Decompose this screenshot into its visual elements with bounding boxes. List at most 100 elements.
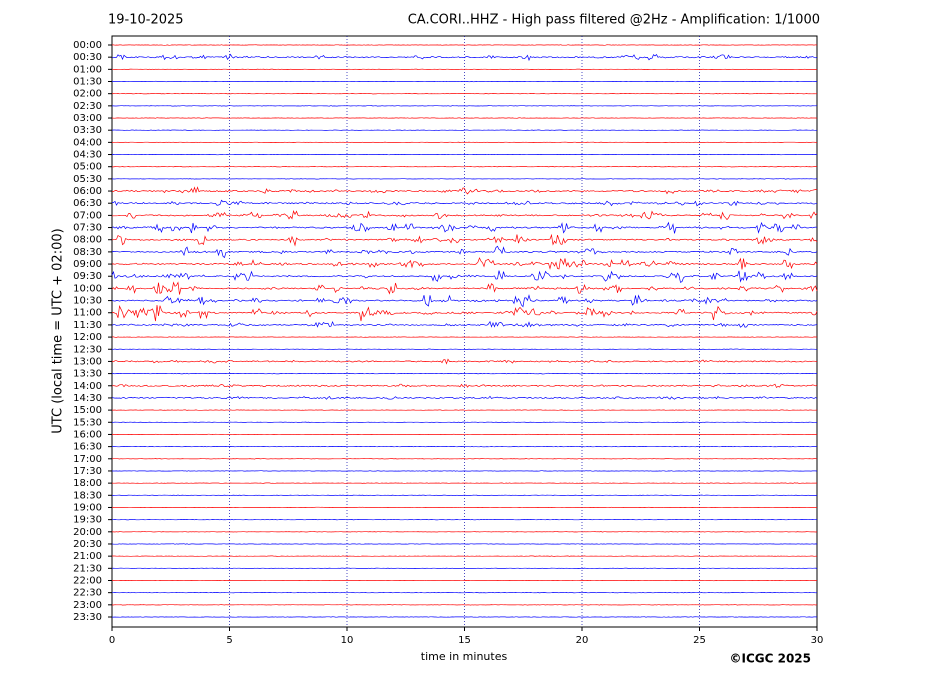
trace: [111, 53, 818, 62]
y-tick-label: 12:30: [73, 344, 102, 355]
trace: [111, 186, 818, 195]
trace: [111, 421, 818, 423]
trace: [111, 209, 818, 221]
y-tick-label: 16:00: [73, 429, 102, 440]
trace: [111, 270, 818, 283]
y-tick-label: 23:30: [73, 612, 102, 623]
y-tick-label: 20:30: [73, 539, 102, 550]
y-tick-label: 12:00: [73, 332, 102, 343]
y-tick-label: 03:00: [73, 113, 102, 124]
trace: [111, 433, 818, 436]
trace: [111, 531, 818, 533]
y-tick-label: 18:30: [73, 490, 102, 501]
trace: [111, 153, 818, 156]
x-tick-label: 15: [458, 635, 471, 646]
x-axis-label: time in minutes: [421, 650, 508, 663]
y-tick-label: 16:30: [73, 442, 102, 453]
y-tick-label: 22:00: [73, 575, 102, 586]
trace: [112, 579, 818, 582]
trace: [111, 604, 818, 606]
y-tick-label: 04:00: [73, 137, 102, 148]
x-tick-label: 5: [226, 635, 232, 646]
x-tick-label: 10: [341, 635, 354, 646]
trace: [111, 44, 818, 46]
trace: [111, 358, 818, 365]
y-tick-label: 02:30: [73, 101, 102, 112]
y-tick-label: 17:30: [73, 466, 102, 477]
y-tick-label: 01:30: [73, 77, 102, 88]
trace: [112, 470, 818, 472]
trace: [112, 80, 818, 83]
y-tick-label: 22:30: [73, 588, 102, 599]
trace: [112, 68, 818, 70]
trace: [112, 494, 817, 496]
y-tick-label: 05:00: [73, 162, 102, 173]
y-tick-label: 21:30: [73, 563, 102, 574]
trace: [111, 221, 818, 234]
y-tick-label: 05:30: [73, 174, 102, 185]
y-tick-label: 11:00: [73, 308, 102, 319]
date: 19-10-2025: [108, 13, 184, 28]
y-tick-label: 07:00: [73, 210, 102, 221]
y-tick-label: 21:00: [73, 551, 102, 562]
trace: [111, 233, 818, 247]
trace: [112, 555, 818, 557]
trace: [111, 199, 817, 207]
y-tick-label: 20:00: [73, 527, 102, 538]
trace: [111, 395, 818, 400]
trace: [112, 616, 818, 618]
y-tick-label: 08:30: [73, 247, 102, 258]
y-tick-label: 13:00: [73, 356, 102, 367]
y-tick-label: 19:30: [73, 515, 102, 526]
trace: [112, 446, 818, 448]
y-tick-label: 15:00: [73, 405, 102, 416]
y-tick-label: 08:00: [73, 235, 102, 246]
y-tick-label: 11:30: [73, 320, 102, 331]
trace: [111, 117, 818, 119]
trace: [111, 93, 818, 95]
trace: [111, 482, 818, 484]
x-tick-label: 25: [693, 635, 706, 646]
x-tick-label: 20: [576, 635, 589, 646]
y-tick-label: 14:00: [73, 381, 102, 392]
y-tick-label: 02:00: [73, 89, 102, 100]
trace: [111, 458, 818, 460]
trace: [111, 294, 818, 308]
credit: ©ICGC 2025: [729, 652, 811, 666]
y-tick-label: 14:30: [73, 393, 102, 404]
trace: [111, 383, 818, 389]
trace: [111, 543, 818, 545]
y-tick-label: 07:30: [73, 223, 102, 234]
trace: [112, 105, 818, 107]
y-tick-label: 06:00: [73, 186, 102, 197]
trace: [112, 166, 818, 168]
trace: [111, 141, 818, 143]
y-tick-label: 03:30: [73, 125, 102, 136]
y-tick-label: 00:00: [73, 40, 102, 51]
trace: [111, 129, 818, 131]
y-tick-label: 09:00: [73, 259, 102, 270]
y-tick-label: 23:00: [73, 600, 102, 611]
trace: [111, 245, 818, 259]
y-tick-label: 15:30: [73, 417, 102, 428]
y-tick-label: 06:30: [73, 198, 102, 209]
y-tick-label: 19:00: [73, 502, 102, 513]
y-axis-label: UTC (local time = UTC + 02:00): [51, 228, 66, 433]
trace: [111, 336, 817, 338]
chart-title: CA.CORI..HHZ - High pass filtered @2Hz -…: [408, 13, 820, 28]
trace: [111, 506, 818, 509]
trace: [111, 257, 818, 270]
y-tick-label: 04:30: [73, 150, 102, 161]
trace: [111, 409, 818, 411]
y-tick-label: 18:00: [73, 478, 102, 489]
y-tick-label: 17:00: [73, 454, 102, 465]
trace: [111, 320, 818, 328]
y-tick-label: 13:30: [73, 369, 102, 380]
trace: [111, 281, 818, 295]
trace: [111, 518, 818, 521]
y-tick-label: 10:30: [73, 296, 102, 307]
trace: [111, 304, 818, 322]
trace: [111, 348, 817, 350]
trace: [111, 178, 818, 180]
